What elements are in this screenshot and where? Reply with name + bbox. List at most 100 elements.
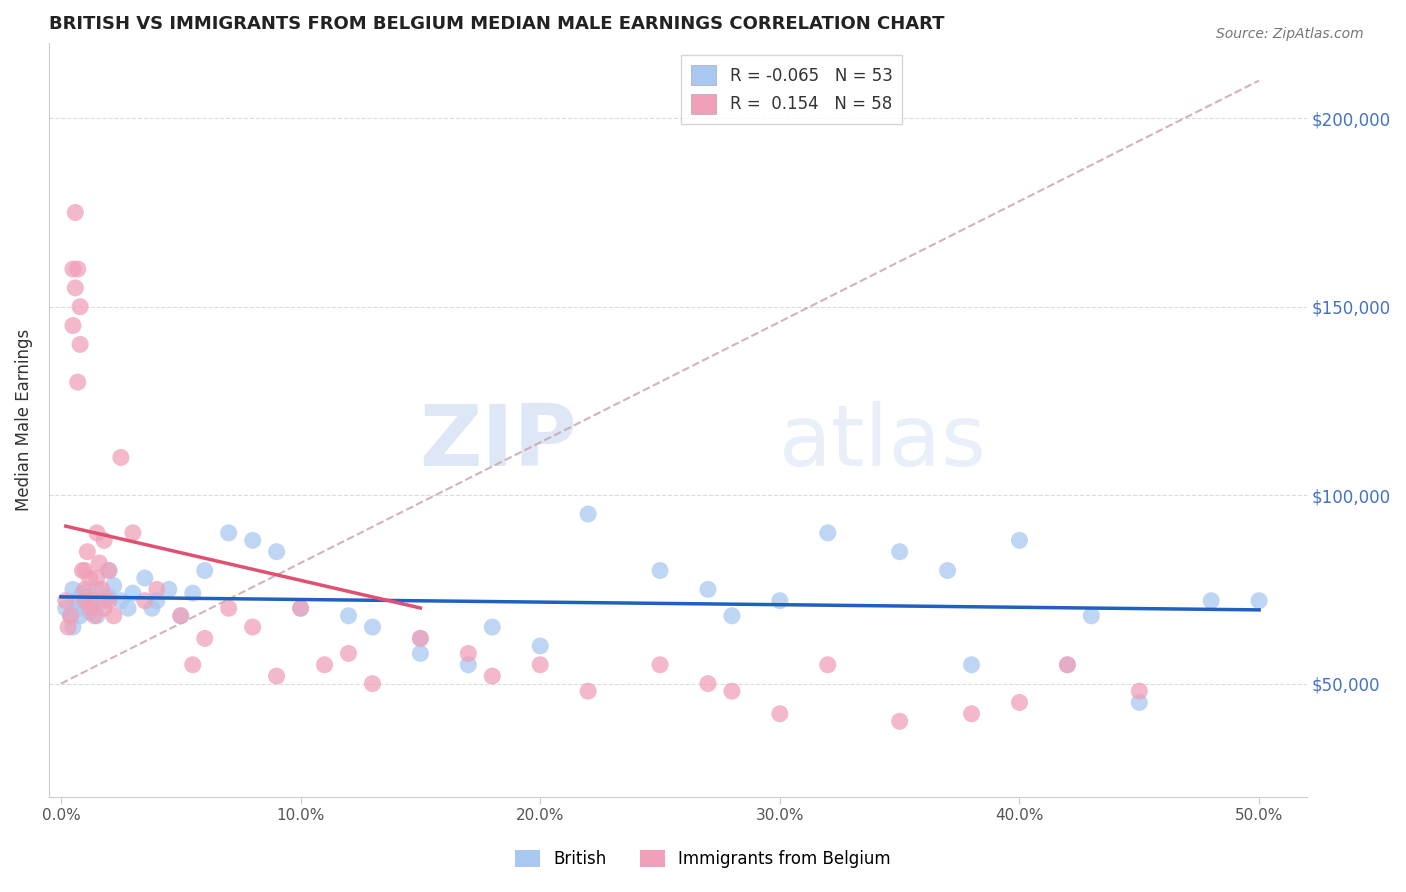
Legend: R = -0.065   N = 53, R =  0.154   N = 58: R = -0.065 N = 53, R = 0.154 N = 58 bbox=[681, 55, 903, 124]
Point bbox=[93, 533, 115, 548]
Text: ZIP: ZIP bbox=[419, 401, 578, 483]
Point bbox=[117, 601, 139, 615]
Point bbox=[65, 205, 87, 219]
Point bbox=[1128, 696, 1150, 710]
Point bbox=[59, 608, 82, 623]
Point bbox=[65, 281, 87, 295]
Point bbox=[82, 593, 104, 607]
Point bbox=[457, 657, 479, 672]
Point bbox=[73, 564, 96, 578]
Point bbox=[697, 676, 720, 690]
Point bbox=[1249, 593, 1271, 607]
Point bbox=[97, 593, 120, 607]
Point bbox=[529, 657, 551, 672]
Point bbox=[110, 593, 132, 607]
Text: atlas: atlas bbox=[779, 401, 987, 483]
Point bbox=[409, 632, 432, 646]
Point bbox=[73, 593, 96, 607]
Point bbox=[69, 337, 91, 351]
Point bbox=[62, 620, 84, 634]
Point bbox=[103, 608, 125, 623]
Point bbox=[409, 647, 432, 661]
Point bbox=[157, 582, 180, 597]
Point bbox=[121, 525, 143, 540]
Text: BRITISH VS IMMIGRANTS FROM BELGIUM MEDIAN MALE EARNINGS CORRELATION CHART: BRITISH VS IMMIGRANTS FROM BELGIUM MEDIA… bbox=[49, 15, 945, 33]
Point bbox=[72, 586, 94, 600]
Point bbox=[56, 620, 79, 634]
Point bbox=[769, 706, 792, 721]
Point bbox=[76, 544, 98, 558]
Point bbox=[79, 571, 101, 585]
Point bbox=[134, 593, 156, 607]
Point bbox=[361, 620, 384, 634]
Point bbox=[66, 262, 89, 277]
Point bbox=[141, 601, 163, 615]
Point bbox=[1080, 608, 1102, 623]
Point bbox=[146, 593, 169, 607]
Point bbox=[90, 582, 112, 597]
Point bbox=[55, 593, 77, 607]
Point bbox=[146, 582, 169, 597]
Point bbox=[576, 507, 599, 521]
Point bbox=[181, 657, 204, 672]
Point bbox=[62, 582, 84, 597]
Point bbox=[721, 684, 744, 698]
Point bbox=[361, 676, 384, 690]
Point bbox=[121, 586, 143, 600]
Point bbox=[65, 593, 87, 607]
Point bbox=[79, 605, 101, 619]
Point bbox=[218, 601, 240, 615]
Point bbox=[86, 582, 108, 597]
Point bbox=[697, 582, 720, 597]
Point bbox=[82, 598, 104, 612]
Point bbox=[73, 582, 96, 597]
Y-axis label: Median Male Earnings: Median Male Earnings bbox=[15, 328, 32, 511]
Point bbox=[66, 601, 89, 615]
Point bbox=[62, 318, 84, 333]
Point bbox=[93, 601, 115, 615]
Point bbox=[1199, 593, 1222, 607]
Point bbox=[79, 601, 101, 615]
Point bbox=[1056, 657, 1078, 672]
Point bbox=[170, 608, 193, 623]
Point bbox=[72, 564, 94, 578]
Point bbox=[266, 669, 288, 683]
Point bbox=[409, 632, 432, 646]
Point bbox=[69, 300, 91, 314]
Legend: British, Immigrants from Belgium: British, Immigrants from Belgium bbox=[509, 843, 897, 875]
Point bbox=[648, 657, 671, 672]
Point bbox=[576, 684, 599, 698]
Point bbox=[86, 525, 108, 540]
Point bbox=[93, 593, 115, 607]
Point bbox=[1056, 657, 1078, 672]
Point bbox=[97, 564, 120, 578]
Point bbox=[86, 608, 108, 623]
Point bbox=[86, 571, 108, 585]
Point bbox=[103, 579, 125, 593]
Point bbox=[481, 620, 503, 634]
Point bbox=[1008, 533, 1031, 548]
Point bbox=[1008, 696, 1031, 710]
Point bbox=[481, 669, 503, 683]
Point bbox=[69, 608, 91, 623]
Point bbox=[242, 533, 264, 548]
Point bbox=[769, 593, 792, 607]
Point bbox=[242, 620, 264, 634]
Point bbox=[337, 608, 360, 623]
Point bbox=[817, 657, 839, 672]
Point bbox=[89, 556, 111, 570]
Point bbox=[290, 601, 312, 615]
Text: Source: ZipAtlas.com: Source: ZipAtlas.com bbox=[1216, 27, 1364, 41]
Point bbox=[218, 525, 240, 540]
Point bbox=[73, 590, 96, 604]
Point bbox=[960, 706, 983, 721]
Point bbox=[889, 714, 911, 729]
Point bbox=[337, 647, 360, 661]
Point bbox=[194, 632, 217, 646]
Point bbox=[134, 571, 156, 585]
Point bbox=[194, 564, 217, 578]
Point bbox=[55, 601, 77, 615]
Point bbox=[170, 608, 193, 623]
Point bbox=[314, 657, 336, 672]
Point bbox=[290, 601, 312, 615]
